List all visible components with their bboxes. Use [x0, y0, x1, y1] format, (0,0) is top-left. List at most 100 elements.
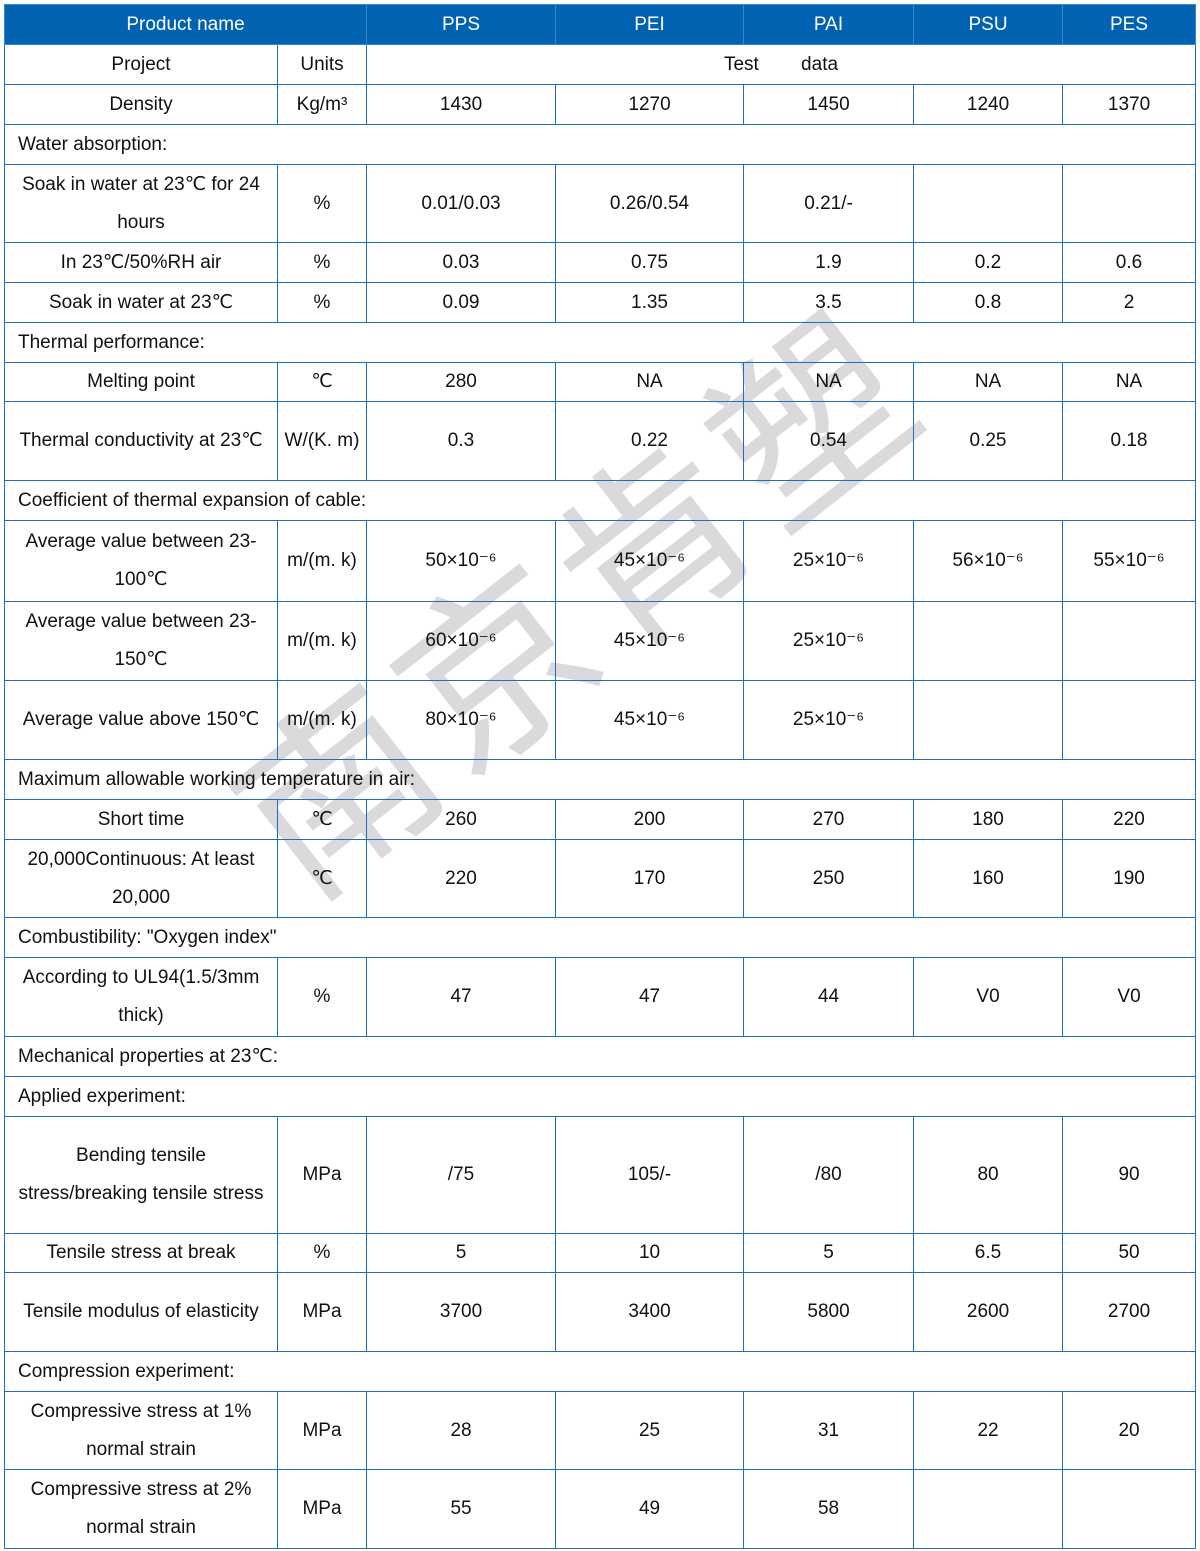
value-cell: V0: [1062, 957, 1197, 1037]
property-label: Compressive stress at 2% normal strain: [4, 1469, 278, 1549]
value-cell: 280: [366, 362, 557, 402]
value-cell: 31: [743, 1391, 915, 1470]
unit-cell: MPa: [276, 1116, 368, 1234]
table-row: According to UL94(1.5/3mm thick)% 47 47 44 V…: [4, 957, 1197, 1037]
value-cell: 180: [913, 799, 1064, 840]
section-heading: Compression experiment:: [3, 1351, 1197, 1392]
property-label: Soak in water at 23℃ for 24 hours: [4, 164, 278, 243]
product-header: PAI: [743, 4, 915, 45]
value-cell: 1.35: [555, 282, 745, 323]
table-row: Average value between 23-100℃ m/(m. k) 50×…: [4, 520, 1197, 602]
value-cell: 3.5: [743, 282, 915, 323]
value-cell: 1240: [913, 84, 1064, 125]
unit-cell: W/(K. m): [276, 401, 368, 481]
table-row: 20,000Continuous: At least 20,000 ℃ 220 170…: [4, 839, 1197, 918]
section-row: Coefficient of thermal expansion of cabl…: [3, 480, 1197, 521]
property-label: Soak in water at 23℃: [4, 282, 278, 323]
value-cell: 28: [366, 1391, 557, 1470]
property-label: Short time: [4, 799, 278, 840]
table-row: Soak in water at 23℃% 0.09 1.35 3.5 0.8 2: [4, 282, 1197, 323]
value-cell: 55×10⁻⁶: [1062, 520, 1197, 602]
property-label: Thermal conductivity at 23℃: [4, 401, 278, 481]
table-row: Short time ℃ 260 200 270 180 220: [4, 799, 1197, 840]
value-cell: 0.09: [366, 282, 557, 323]
value-cell: 3400: [555, 1272, 745, 1352]
header-row: Product name PPS PEI PAI PSU PES: [3, 4, 1197, 45]
test-data-label: Test data: [366, 44, 1197, 85]
unit-cell: m/(m. k): [276, 601, 368, 681]
value-cell: 2700: [1062, 1272, 1197, 1352]
value-cell: 0.25: [913, 401, 1064, 481]
value-cell: 0.8: [913, 282, 1064, 323]
section-row: Compression experiment:: [3, 1351, 1197, 1392]
value-cell: 0.03: [366, 242, 557, 283]
section-heading: Applied experiment:: [3, 1076, 1197, 1117]
value-cell: 10: [555, 1233, 745, 1273]
value-cell: 270: [743, 799, 915, 840]
value-cell: 0.18: [1062, 401, 1197, 481]
value-cell: 5: [743, 1233, 915, 1273]
property-label: 20,000Continuous: At least 20,000: [4, 839, 278, 918]
value-cell: 2600: [913, 1272, 1064, 1352]
value-cell: NA: [555, 362, 745, 402]
table-row: Soak in water at 23℃ for 24 hours% 0.01/0…: [4, 164, 1197, 243]
value-cell: 45×10⁻⁶: [555, 601, 745, 681]
material-properties-table: Product name PPS PEI PAI PSU PES Project…: [3, 4, 1197, 1549]
unit-cell: %: [276, 164, 368, 243]
value-cell: 220: [366, 839, 557, 918]
value-cell: 190: [1062, 839, 1197, 918]
table-row: Melting point ℃ 280 NA NA NA NA: [4, 362, 1197, 402]
property-label: Melting point: [4, 362, 278, 402]
value-cell: 90: [1062, 1116, 1197, 1234]
value-cell: [1062, 601, 1197, 681]
value-cell: 0.21/-: [743, 164, 915, 243]
section-row: Thermal performance:: [3, 322, 1197, 363]
value-cell: 0.54: [743, 401, 915, 481]
value-cell: NA: [913, 362, 1064, 402]
product-header: PSU: [913, 4, 1064, 45]
value-cell: 3700: [366, 1272, 557, 1352]
property-label: Average value above 150℃: [4, 680, 278, 760]
units-label: Units: [276, 44, 368, 85]
value-cell: 2: [1062, 282, 1197, 323]
value-cell: 47: [555, 957, 745, 1037]
unit-cell: MPa: [276, 1469, 368, 1549]
value-cell: 250: [743, 839, 915, 918]
value-cell: [1062, 680, 1197, 760]
section-row: Maximum allowable working temperature in…: [3, 759, 1197, 800]
property-label: In 23℃/50%RH air: [4, 242, 278, 283]
property-label: Average value between 23-100℃: [4, 520, 278, 602]
value-cell: [913, 164, 1064, 243]
value-cell: 0.01/0.03: [366, 164, 557, 243]
product-header: PES: [1062, 4, 1197, 45]
section-row: Mechanical properties at 23℃:: [3, 1036, 1197, 1077]
value-cell: 1430: [366, 84, 557, 125]
value-cell: 25×10⁻⁶: [743, 520, 915, 602]
value-cell: 5: [366, 1233, 557, 1273]
value-cell: 0.22: [555, 401, 745, 481]
property-label: Average value between 23-150℃: [4, 601, 278, 681]
value-cell: 220: [1062, 799, 1197, 840]
value-cell: 0.2: [913, 242, 1064, 283]
value-cell: /75: [366, 1116, 557, 1234]
property-label: Compressive stress at 1% normal strain: [4, 1391, 278, 1470]
section-heading: Maximum allowable working temperature in…: [3, 759, 1197, 800]
unit-cell: MPa: [276, 1272, 368, 1352]
value-cell: 1370: [1062, 84, 1197, 125]
product-header: PPS: [366, 4, 557, 45]
value-cell: 22: [913, 1391, 1064, 1470]
product-name-header: Product name: [3, 4, 368, 45]
value-cell: 47: [366, 957, 557, 1037]
table-row: Compressive stress at 2% normal strain MP…: [4, 1469, 1197, 1549]
section-heading: Combustibility: "Oxygen index": [3, 917, 1197, 958]
table-row: Average value above 150℃ m/(m. k) 80×10⁻⁶ 4…: [4, 680, 1197, 760]
project-label: Project: [4, 44, 278, 85]
table-row: Tensile modulus of elasticity MPa 3700 3400…: [4, 1272, 1197, 1352]
unit-cell: m/(m. k): [276, 680, 368, 760]
value-cell: 55: [366, 1469, 557, 1549]
value-cell: 56×10⁻⁶: [913, 520, 1064, 602]
value-cell: 45×10⁻⁶: [555, 520, 745, 602]
value-cell: 0.3: [366, 401, 557, 481]
value-cell: 50: [1062, 1233, 1197, 1273]
table-row: Thermal conductivity at 23℃ W/(K. m) 0.3 0.…: [4, 401, 1197, 481]
